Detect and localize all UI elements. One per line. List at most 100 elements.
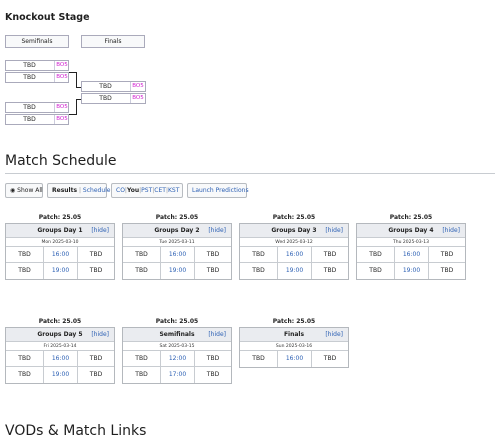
team-1: TBD [123, 247, 161, 263]
series-format: BO5 [54, 61, 69, 70]
match-row[interactable]: TBD 19:00 TBD [123, 263, 231, 279]
team-2: TBD [89, 251, 103, 258]
patch-label: Patch: 25.05 [272, 318, 316, 325]
team-1: TBD [6, 367, 44, 383]
team-1: TBD [6, 351, 44, 367]
team-2: TBD [206, 371, 220, 378]
bracket-slot[interactable]: TBD BO5 [81, 81, 146, 92]
team-1: TBD [123, 367, 161, 383]
hide-link[interactable]: [hide] [325, 331, 343, 338]
day-date: Mon 2025-03-10 [6, 238, 114, 247]
day-title: Groups Day 2 [154, 227, 200, 234]
view-toggle: Results | Schedule [47, 183, 110, 198]
team-2: TBD [206, 267, 220, 274]
team-1: TBD [240, 263, 278, 279]
match-row[interactable]: TBD 16:00 TBD [6, 247, 114, 263]
patch-label: Patch: 25.05 [38, 318, 82, 325]
series-format: BO5 [130, 82, 145, 91]
match-row[interactable]: TBD 17:00 TBD [123, 367, 231, 383]
hide-link[interactable]: [hide] [208, 227, 226, 234]
bracket-slot[interactable]: TBD BO5 [5, 72, 69, 83]
bracket-slot[interactable]: TBD BO5 [5, 60, 69, 71]
team-1: TBD [123, 351, 161, 367]
bracket-connector [76, 72, 77, 87]
series-format: BO5 [54, 115, 69, 124]
hide-link[interactable]: [hide] [325, 227, 343, 234]
team-2: TBD [323, 267, 337, 274]
match-day-card: Patch: 25.05 Groups Day 1 [hide] Mon 2025… [5, 213, 115, 280]
day-date: Tue 2025-03-11 [123, 238, 231, 247]
match-time[interactable]: 16:00 [44, 247, 78, 263]
team-name: TBD [23, 62, 36, 69]
team-name: TBD [23, 74, 36, 81]
match-day-card: Patch: 25.05 Finals [hide] Sun 2025-03-16… [239, 317, 349, 368]
round-header-semifinals: Semifinals [5, 35, 69, 48]
day-date: Thu 2025-03-13 [357, 238, 465, 247]
match-time[interactable]: 12:00 [161, 351, 195, 367]
knockout-title: Knockout Stage [5, 12, 90, 23]
day-title: Groups Day 5 [37, 331, 83, 338]
match-time[interactable]: 19:00 [44, 367, 78, 383]
bracket-connector [69, 114, 76, 115]
day-title: Groups Day 1 [37, 227, 83, 234]
match-time[interactable]: 19:00 [395, 263, 429, 279]
patch-label: Patch: 25.05 [389, 214, 433, 221]
launch-predictions-button[interactable]: Launch Predictions [187, 183, 249, 198]
team-2: TBD [206, 251, 220, 258]
day-title: Groups Day 4 [388, 227, 434, 234]
hide-link[interactable]: [hide] [442, 227, 460, 234]
tz-you[interactable]: You [126, 187, 140, 194]
match-day-card: Patch: 25.05 Groups Day 3 [hide] Wed 2025… [239, 213, 349, 280]
day-date: Sat 2025-03-15 [123, 342, 231, 351]
day-header: Groups Day 5 [hide] [6, 328, 114, 342]
match-time[interactable]: 16:00 [278, 351, 312, 367]
match-row[interactable]: TBD 19:00 TBD [6, 367, 114, 383]
match-time[interactable]: 16:00 [161, 247, 195, 263]
match-row[interactable]: TBD 19:00 TBD [240, 263, 348, 279]
bracket-slot[interactable]: TBD BO5 [81, 93, 146, 104]
match-time[interactable]: 19:00 [161, 263, 195, 279]
team-1: TBD [240, 351, 278, 367]
team-1: TBD [6, 263, 44, 279]
show-all-label: Show All [17, 187, 43, 194]
match-row[interactable]: TBD 16:00 TBD [357, 247, 465, 263]
team-1: TBD [357, 247, 395, 263]
tz-pst[interactable]: PST [141, 187, 153, 194]
team-1: TBD [357, 263, 395, 279]
day-date: Wed 2025-03-12 [240, 238, 348, 247]
match-time[interactable]: 16:00 [395, 247, 429, 263]
match-day-card: Patch: 25.05 Groups Day 5 [hide] Fri 2025… [5, 317, 115, 384]
bracket-slot[interactable]: TBD BO5 [5, 114, 69, 125]
match-row[interactable]: TBD 16:00 TBD [123, 247, 231, 263]
tz-co[interactable]: CO [116, 187, 125, 194]
team-1: TBD [123, 263, 161, 279]
match-row[interactable]: TBD 16:00 TBD [240, 247, 348, 263]
match-row[interactable]: TBD 16:00 TBD [240, 351, 348, 367]
hide-link[interactable]: [hide] [91, 227, 109, 234]
hide-link[interactable]: [hide] [91, 331, 109, 338]
results-tab[interactable]: Results [52, 187, 78, 194]
day-header: Groups Day 1 [hide] [6, 224, 114, 238]
match-row[interactable]: TBD 16:00 TBD [6, 351, 114, 367]
match-time[interactable]: 16:00 [278, 247, 312, 263]
hide-link[interactable]: [hide] [208, 331, 226, 338]
team-2: TBD [89, 267, 103, 274]
series-format: BO5 [54, 73, 69, 82]
team-2: TBD [89, 371, 103, 378]
match-time[interactable]: 19:00 [278, 263, 312, 279]
schedule-tab[interactable]: Schedule [82, 187, 111, 194]
team-1: TBD [6, 247, 44, 263]
match-time[interactable]: 17:00 [161, 367, 195, 383]
show-all-button[interactable]: ◉ Show All [5, 183, 43, 198]
match-time[interactable]: 19:00 [44, 263, 78, 279]
tz-cet[interactable]: CET [154, 187, 166, 194]
tz-kst[interactable]: KST [167, 187, 180, 194]
bracket-slot[interactable]: TBD BO5 [5, 102, 69, 113]
launch-predictions-label: Launch Predictions [192, 187, 249, 194]
match-time[interactable]: 16:00 [44, 351, 78, 367]
match-row[interactable]: TBD 12:00 TBD [123, 351, 231, 367]
team-2: TBD [440, 251, 454, 258]
match-day-card: Patch: 25.05 Groups Day 2 [hide] Tue 2025… [122, 213, 232, 280]
match-row[interactable]: TBD 19:00 TBD [357, 263, 465, 279]
match-row[interactable]: TBD 19:00 TBD [6, 263, 114, 279]
